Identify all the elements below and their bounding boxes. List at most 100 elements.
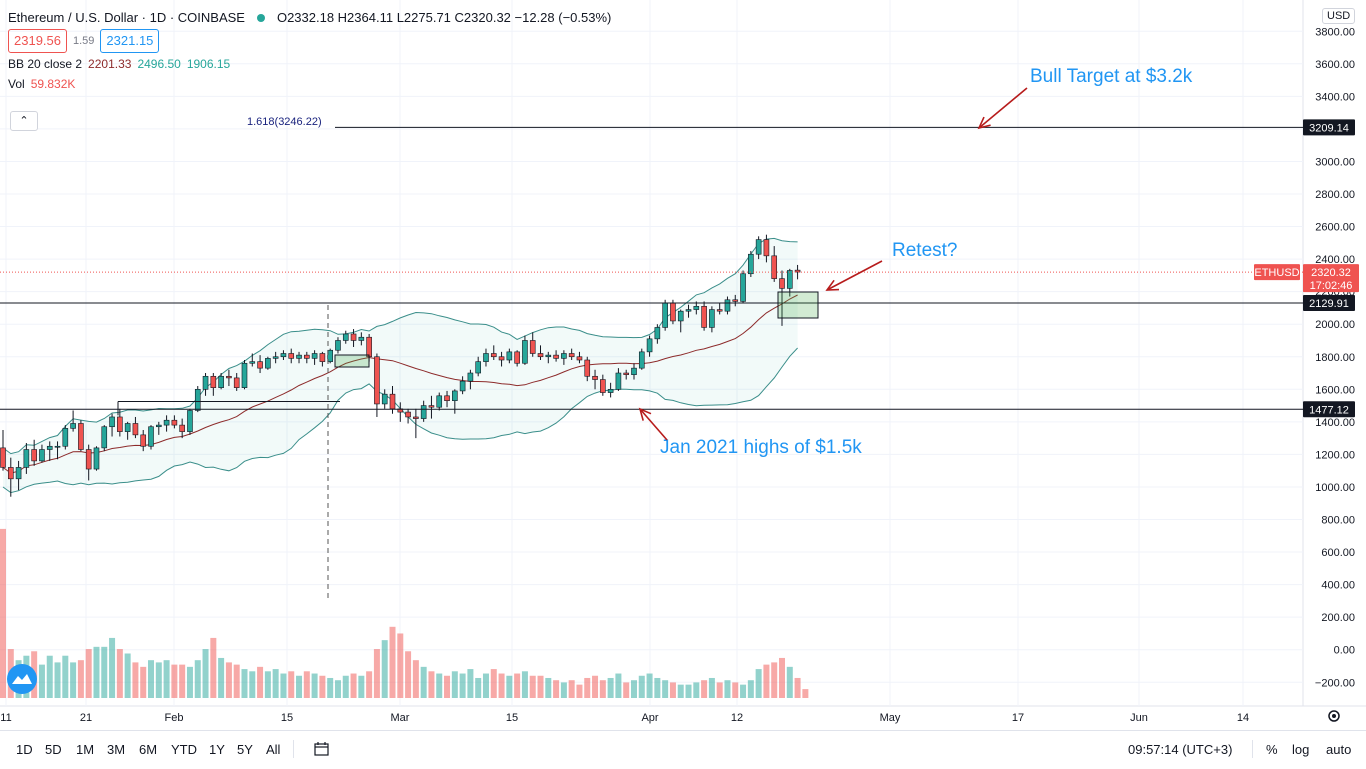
candle-body [39,449,45,462]
support-low-price-tag-bg [1303,401,1355,418]
symbol-title[interactable]: Ethereum / U.S. Dollar · 1D · COINBASE [8,10,245,25]
candle-body [584,359,591,377]
bb-lower-value: 1906.15 [186,57,231,71]
timeframe-ytd[interactable]: YTD [171,742,197,757]
timeframe-5d[interactable]: 5D [45,742,62,757]
volume-bar [288,671,295,698]
timeframe-1d[interactable]: 1D [16,742,33,757]
bar-countdown-tag: 17:02:46 [1310,280,1353,292]
candle-body [226,375,232,379]
candle-body [319,353,326,362]
date-range-icon[interactable] [313,740,331,758]
last-price-tag-bg [1303,264,1359,293]
candle-body [210,375,217,388]
y-tick-label: 3000.00 [1315,156,1355,168]
currency-button[interactable]: USD [1322,8,1356,24]
candle-body [662,302,668,328]
volume-bar [420,666,427,698]
volume-bar [646,673,653,698]
candle-body [109,416,115,428]
volume-bar [0,528,6,698]
candle-body [693,305,700,310]
candle-body [677,310,684,322]
timeframe-all[interactable]: All [266,742,281,757]
volume-bar [451,671,458,698]
candle-body [0,447,6,468]
timeframe-5y[interactable]: 5Y [237,742,253,757]
candle-body [529,340,536,354]
clock-timezone[interactable]: 09:57:14 (UTC+3) [1128,742,1233,757]
volume-bar [444,675,451,698]
volume-bar [747,680,754,698]
y-tick-label: 2400.00 [1315,254,1355,266]
volume-bar [257,666,264,698]
tradingview-logo-icon[interactable] [7,664,37,694]
price-chart[interactable]: 3800.003600.003400.003200.003000.002800.… [0,0,1366,730]
candle-body [304,354,310,359]
volume-bar [724,680,731,698]
volume-bar [786,666,793,698]
volume-bar [740,684,747,698]
candle-body [218,375,224,388]
volume-bar [405,651,412,698]
fib-level-label: 1.618(3246.22) [247,116,322,128]
bottom-toolbar: 1D 5D 1M 3M 6M YTD 1Y 5Y All 09:57:14 (U… [0,730,1366,769]
volume-bar [802,689,809,698]
ask-price-button[interactable]: 2321.15 [100,29,160,53]
candle-body [444,395,450,401]
volume-bar [506,675,513,698]
volume-bar [716,682,723,698]
candle-body [428,405,435,408]
y-tick-label: 3600.00 [1315,59,1355,71]
volume-bar [296,675,303,698]
retest-zone-box[interactable] [777,291,819,319]
zone-box-feb[interactable] [334,354,370,368]
candle-body [623,372,630,375]
volume-bar [249,671,256,698]
timeframe-3m[interactable]: 3M [107,742,126,757]
volume-bar [109,637,116,698]
y-tick-label: 1000.00 [1315,482,1355,494]
candle-body [701,305,707,328]
vol-indicator-row[interactable]: Vol 59.832K [8,74,611,94]
candle-body [187,410,193,432]
toolbar-divider [293,740,294,758]
settings-gear-center [1332,714,1336,718]
y-tick-label: 600.00 [1321,547,1355,559]
settings-gear-icon[interactable] [1328,710,1340,722]
timeframe-6m[interactable]: 6M [139,742,158,757]
volume-bar [264,671,271,698]
candle-body [31,449,37,462]
candle-body [638,351,645,369]
candle-body [381,393,388,405]
support-low-price-tag: 1477.12 [1309,404,1349,416]
support-mid-price-tag: 2129.91 [1309,298,1349,310]
candle-body [163,419,170,426]
volume-bar [186,666,193,698]
x-tick-label: Feb [165,712,184,724]
log-scale-button[interactable]: log [1292,742,1310,757]
bb-indicator-row[interactable]: BB 20 close 2 2201.33 2496.50 1906.15 [8,54,611,74]
spread-value: 1.59 [73,35,95,47]
x-tick-label: Mar [391,712,410,724]
volume-bar [638,675,645,698]
x-tick-label: Apr [641,712,658,724]
volume-bar [319,675,326,698]
y-tick-label: 2800.00 [1315,189,1355,201]
candle-body [265,358,271,369]
volume-bar [669,682,676,698]
collapse-legend-button[interactable]: ⌃ [10,111,38,131]
auto-scale-button[interactable]: auto [1326,742,1352,757]
percent-scale-button[interactable]: % [1266,742,1278,757]
bull-target-arrow-shaft [978,87,1028,129]
volume-bar [794,677,801,698]
candle-body [179,424,185,432]
x-tick-label: 21 [80,712,92,724]
bid-price-button[interactable]: 2319.56 [8,29,67,53]
timeframe-1m[interactable]: 1M [76,742,95,757]
volume-bar [521,671,528,698]
timeframe-1y[interactable]: 1Y [209,742,225,757]
retest-arrow-shaft [826,260,883,291]
candle-body [490,353,497,358]
